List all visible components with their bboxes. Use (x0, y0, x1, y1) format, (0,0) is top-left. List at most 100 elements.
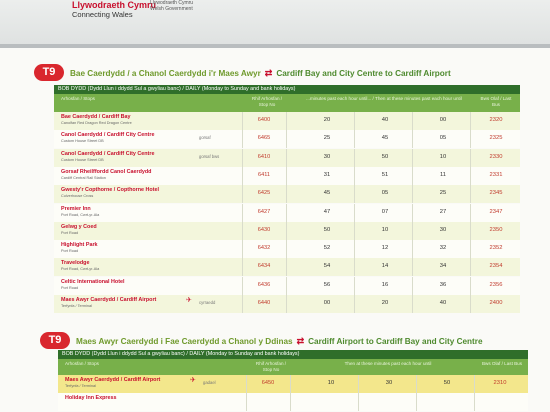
minute-1: 47 (323, 208, 331, 215)
stop-detail: Terfynfa / Terminal (65, 384, 96, 388)
stop-name: Premier Inn (61, 205, 91, 212)
column-divider (412, 240, 413, 259)
logo-text-en: Connecting Wales (72, 10, 133, 19)
column-divider (470, 240, 471, 259)
minute-3: 25 (439, 190, 447, 197)
stop-number: 6465 (257, 135, 271, 142)
minute-1: 31 (323, 171, 331, 178)
stop-name: Holiday Inn Express (65, 395, 117, 402)
plane-icon: ✈ (186, 297, 192, 304)
column-divider (412, 221, 413, 240)
column-divider (354, 240, 355, 259)
column-divider (412, 185, 413, 204)
stop-number: 6427 (257, 208, 271, 215)
stop-name: Canol Caerdydd / Cardiff City Centre (61, 150, 155, 157)
column-divider (354, 258, 355, 277)
column-divider (246, 393, 247, 412)
stop-name: Travelodge (61, 260, 90, 267)
minute-2: 14 (381, 263, 389, 270)
column-divider (470, 130, 471, 149)
column-divider (412, 166, 413, 185)
stop-detail: Port Road (61, 285, 79, 290)
stop-name: Gorsaf Rheilffordd Canol Caerdydd (61, 168, 152, 175)
minute-3: 36 (439, 281, 447, 288)
table-row: Gorsaf Rheilffordd Canol Caerdydd Cardiff… (54, 166, 520, 185)
column-divider (474, 393, 475, 412)
minute-2: 40 (381, 117, 389, 123)
minute-1: 10 (327, 380, 335, 386)
column-divider (286, 203, 287, 222)
stop-detail: Canolfan Red Dragon Red Dragon Centre (61, 121, 132, 125)
table-row: Gwesty'r Copthorne / Copthorne Hotel Culv… (54, 185, 520, 204)
column-divider (470, 221, 471, 240)
column-divider (412, 276, 413, 295)
route-badge-return: T9 (40, 332, 70, 349)
column-divider (290, 375, 291, 393)
stop-detail: Custom House Street DB (61, 139, 104, 144)
stop-note: gorsaf bws (199, 153, 220, 159)
column-divider (242, 203, 243, 222)
minute-3: 00 (439, 117, 447, 123)
route-title-en: Cardiff Bay and City Centre to Cardiff A… (276, 69, 451, 78)
last-bus-time: 2350 (489, 226, 503, 233)
plane-icon: ✈ (190, 377, 196, 384)
column-divider (286, 112, 287, 130)
column-divider (470, 166, 471, 185)
column-divider (412, 295, 413, 313)
header-times: ...minutes past each hour until... / The… (306, 96, 462, 101)
last-bus-time: 2330 (489, 153, 503, 160)
minute-2: 16 (381, 281, 389, 288)
column-divider (242, 240, 243, 259)
minute-2: 10 (381, 226, 389, 233)
minute-3: 50 (443, 380, 451, 386)
column-divider (470, 112, 471, 130)
column-divider (470, 185, 471, 204)
header-stops: Arhosfan / Stops (65, 361, 99, 366)
column-divider (354, 112, 355, 130)
minute-1: 30 (323, 153, 331, 160)
table-row: Travelodge Port Road, Cwrt-yr-Ala 6434 54 14… (54, 258, 520, 277)
header-stops: Arhosfan / Stops (61, 96, 95, 101)
stop-note: gadael (203, 380, 216, 385)
last-bus-time: 2310 (493, 380, 507, 386)
top-poster: Llywodraeth Cymru Connecting Wales Llywo… (0, 0, 550, 44)
column-divider (242, 185, 243, 204)
stop-name: Canol Caerdydd / Cardiff City Centre (61, 132, 155, 139)
route-title-return-cy: Maes Awyr Caerdydd i Fae Caerdydd a Chan… (76, 337, 293, 346)
column-divider (470, 258, 471, 277)
route-title: Bae Caerdydd / a Chanol Caerdydd i'r Mae… (70, 68, 451, 79)
stop-number: 6450 (261, 380, 275, 386)
table-row: Celtic International Hotel Port Road 6436 5… (54, 276, 520, 295)
route-title-cy: Bae Caerdydd / a Chanol Caerdydd i'r Mae… (70, 69, 261, 78)
row-highlight (58, 375, 528, 393)
stop-detail: Terfynfa / Terminal (61, 304, 92, 308)
minute-2: 50 (381, 153, 389, 160)
column-divider (470, 276, 471, 295)
table-row: Highlight Park Port Road 6432 52 12 32 2352 (54, 240, 520, 259)
route-badge: T9 (34, 64, 64, 81)
table-row: Holiday Inn Express (58, 393, 528, 412)
column-divider (412, 112, 413, 130)
minute-1: 56 (323, 281, 331, 288)
stop-detail: Port Road (61, 230, 79, 235)
gov-text-en: Welsh Government (150, 6, 193, 12)
column-divider (286, 240, 287, 259)
minute-2: 45 (381, 135, 389, 142)
column-divider (286, 148, 287, 167)
stop-detail: Port Road (61, 249, 79, 254)
stop-number: 6440 (257, 300, 271, 306)
stop-number: 6434 (257, 263, 271, 270)
table-row: Canol Caerdydd / Cardiff City Centre Cust… (54, 130, 520, 149)
column-divider (470, 203, 471, 222)
minute-2: 05 (381, 190, 389, 197)
minute-2: 20 (381, 300, 389, 306)
last-bus-time: 2400 (489, 300, 503, 306)
stop-name: Highlight Park (61, 242, 98, 249)
minute-1: 20 (323, 117, 331, 123)
minute-2: 30 (385, 380, 393, 386)
stop-detail: Port Road, Cwrt-yr-Ala (61, 267, 100, 272)
transport-logo: Llywodraeth Cymru Connecting Wales (72, 0, 156, 20)
table-row: Gelwg y Coed Port Road 6430 50 10 30 2350 (54, 221, 520, 240)
route-title-return-en: Cardiff Airport to Cardiff Bay and City … (308, 337, 483, 346)
stop-name: Celtic International Hotel (61, 278, 125, 285)
